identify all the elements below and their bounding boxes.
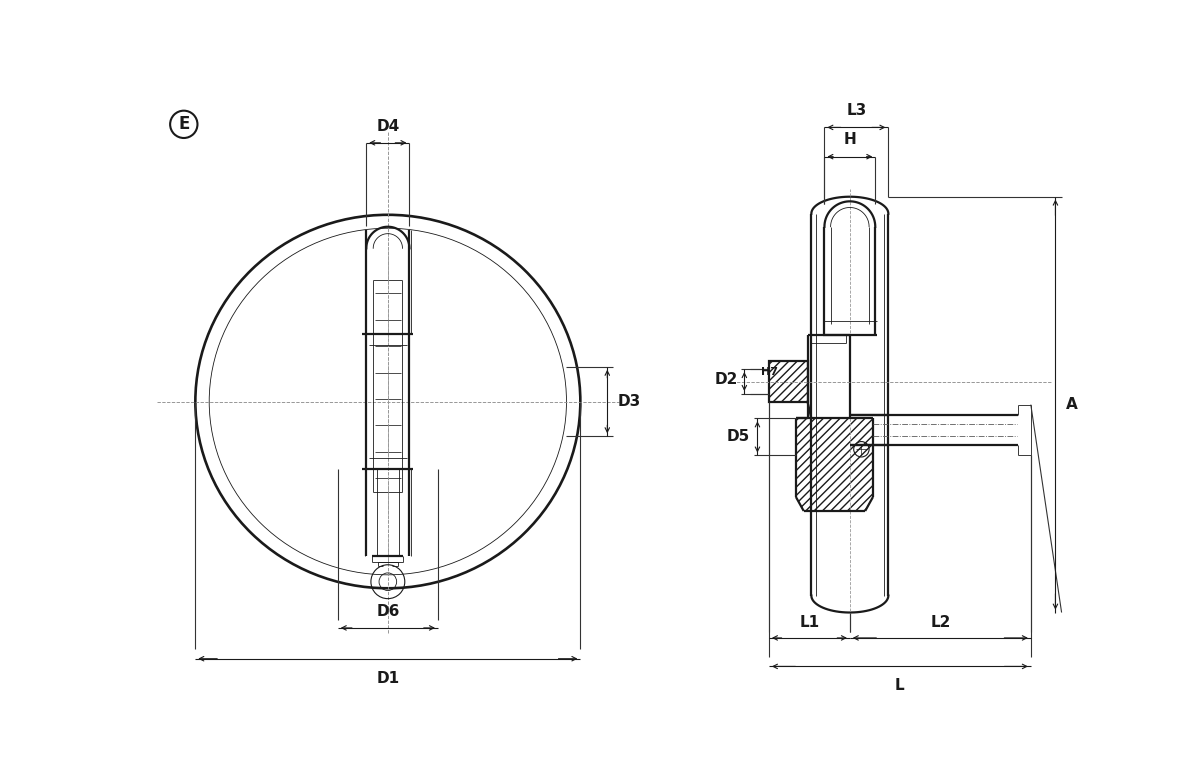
Polygon shape [796,418,872,511]
Text: D6: D6 [376,604,400,618]
Text: D3: D3 [618,394,641,409]
Text: L1: L1 [799,615,820,630]
Text: L3: L3 [846,103,866,118]
Text: L: L [895,678,905,693]
Text: H: H [844,132,857,148]
Text: E: E [178,115,190,133]
Bar [769,361,808,401]
Text: D1: D1 [377,671,400,686]
Text: D5: D5 [726,430,750,444]
Text: A: A [1066,397,1078,412]
Text: L2: L2 [930,615,950,630]
Text: D4: D4 [377,118,400,134]
Text: D2: D2 [715,372,738,386]
Text: H7: H7 [761,367,779,377]
